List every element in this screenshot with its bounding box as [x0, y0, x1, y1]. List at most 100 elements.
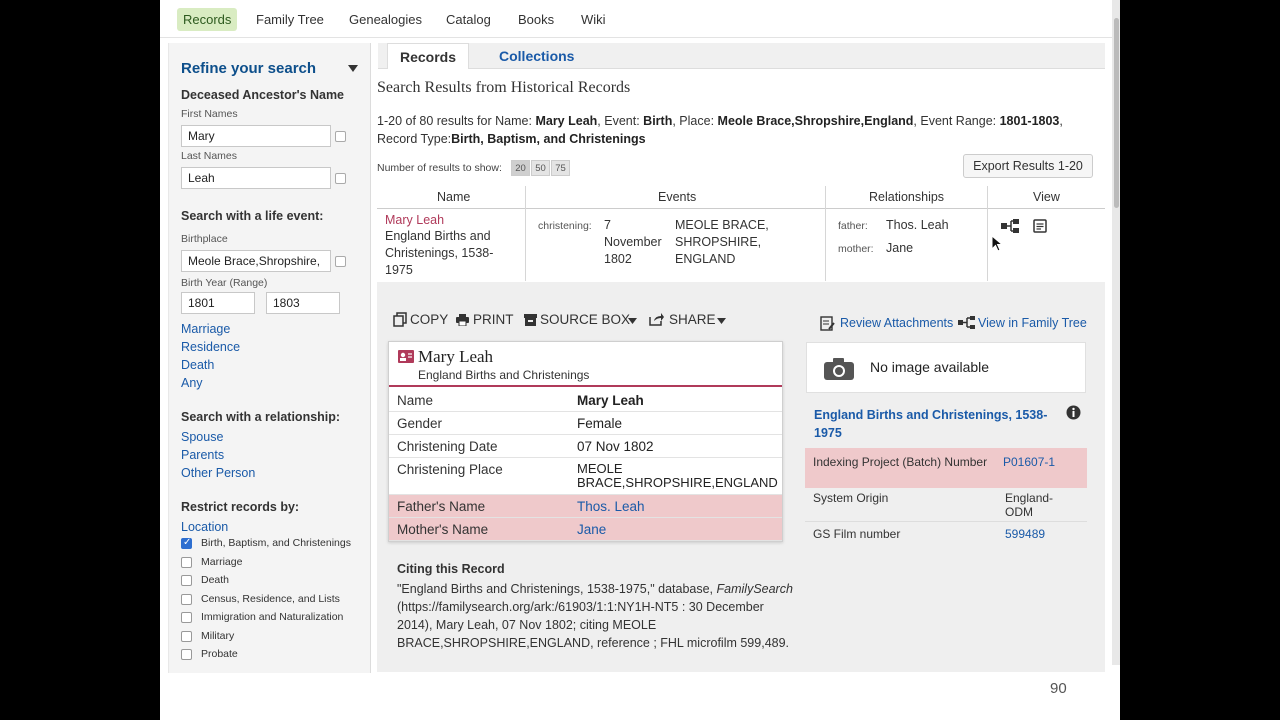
mother-name-link[interactable]: Jane: [577, 522, 607, 537]
num-results-option[interactable]: 75: [551, 160, 570, 176]
mother-name: Jane: [886, 241, 914, 255]
summary-count: 1-20 of 80 results for: [377, 114, 492, 128]
life-event-heading: Search with a life event:: [181, 209, 324, 223]
record-type-checkbox[interactable]: [181, 594, 192, 605]
copy-icon: [393, 312, 407, 327]
first-names-label: First Names: [181, 108, 238, 120]
parents-link[interactable]: Parents: [181, 448, 225, 462]
review-attachments-link[interactable]: Review Attachments: [840, 316, 954, 330]
birthplace-exact-checkbox[interactable]: [335, 256, 346, 267]
birthplace-input[interactable]: Meole Brace,Shropshire,: [181, 250, 331, 272]
last-names-input[interactable]: Leah: [181, 167, 331, 189]
side-field-key: System Origin: [813, 491, 889, 505]
results-title: Search Results from Historical Records: [377, 79, 631, 96]
spouse-link[interactable]: Spouse: [181, 430, 224, 444]
col-header-relationships: Relationships: [869, 190, 945, 204]
scrollbar-thumb[interactable]: [1114, 18, 1119, 208]
citation-part: (https://familysearch.org/ark:/61903/1:1…: [397, 600, 790, 650]
no-image-text: No image available: [870, 359, 990, 375]
marriage-link[interactable]: Marriage: [181, 322, 231, 336]
result-collection: England Births and Christenings, 1538-19…: [385, 229, 494, 277]
side-field-key: GS Film number: [813, 527, 901, 541]
source-box-button[interactable]: SOURCE BOX: [540, 312, 631, 327]
location-link[interactable]: Location: [181, 520, 229, 534]
summary-name: Mary Leah: [535, 114, 598, 128]
record-type-label: Census, Residence, and Lists: [201, 593, 340, 605]
export-results-button[interactable]: Export Results 1-20: [963, 154, 1093, 178]
info-icon[interactable]: [1066, 405, 1081, 420]
tab-collections[interactable]: Collections: [499, 48, 575, 64]
other-person-link[interactable]: Other Person: [181, 466, 256, 480]
record-type-label: Probate: [201, 648, 238, 660]
family-tree-icon: [958, 316, 975, 329]
tab-records[interactable]: Records: [387, 43, 470, 69]
residence-link[interactable]: Residence: [181, 340, 241, 354]
refine-title[interactable]: Refine your search: [181, 60, 317, 77]
field-value: MEOLE BRACE,SHROPSHIRE,ENGLAND: [577, 461, 778, 490]
record-type-checkbox[interactable]: [181, 649, 192, 660]
father-name: Thos. Leah: [886, 218, 949, 232]
record-type-checkbox[interactable]: [181, 557, 192, 568]
record-type-checkbox[interactable]: [181, 612, 192, 623]
relationship-heading: Search with a relationship:: [181, 410, 341, 424]
nav-records[interactable]: Records: [177, 8, 238, 31]
first-names-input[interactable]: Mary: [181, 125, 331, 147]
side-field-row-highlighted: Indexing Project (Batch) Number P01607-1: [805, 448, 1087, 488]
first-names-exact-checkbox[interactable]: [335, 131, 346, 142]
field-key: Father's Name: [397, 499, 486, 514]
copy-button[interactable]: COPY: [410, 312, 449, 327]
print-button[interactable]: PRINT: [473, 312, 514, 327]
batch-number-link[interactable]: P01607-1: [1003, 455, 1056, 469]
share-button[interactable]: SHARE: [669, 312, 716, 327]
record-type-checkbox[interactable]: [181, 631, 192, 642]
family-tree-icon[interactable]: [1001, 219, 1019, 233]
birth-year-to-input[interactable]: 1803: [266, 292, 340, 314]
col-header-name: Name: [437, 190, 471, 204]
num-results-option[interactable]: 20: [511, 160, 530, 176]
any-link[interactable]: Any: [181, 376, 203, 390]
record-type-label: Death: [201, 574, 230, 586]
nav-books[interactable]: Books: [518, 12, 555, 27]
summary-record-type: Birth, Baptism, and Christenings: [451, 132, 646, 146]
citing-heading: Citing this Record: [397, 562, 505, 576]
slide-page-number: 90: [1050, 680, 1067, 697]
field-value: 07 Nov 1802: [577, 439, 654, 454]
record-type-label: Immigration and Naturalization: [201, 611, 344, 623]
slide: Records Family Tree Genealogies Catalog …: [160, 0, 1120, 720]
scrollbar[interactable]: [1112, 0, 1120, 665]
col-header-view: View: [1033, 190, 1060, 204]
record-type-checkbox[interactable]: [181, 537, 192, 549]
nav-family-tree[interactable]: Family Tree: [256, 12, 324, 27]
nav-catalog[interactable]: Catalog: [446, 12, 491, 27]
result-name-link[interactable]: Mary Leah: [385, 213, 445, 227]
birth-year-from-input[interactable]: 1801: [181, 292, 255, 314]
nav-wiki[interactable]: Wiki: [581, 12, 606, 27]
view-in-family-tree-link[interactable]: View in Family Tree: [978, 316, 1087, 330]
side-field-key: Indexing Project (Batch) Number: [813, 455, 988, 469]
col-header-events: Events: [658, 190, 697, 204]
chevron-down-icon: [717, 318, 726, 324]
collection-title-link[interactable]: England Births and Christenings, 1538-19…: [814, 408, 1048, 440]
num-results-label: Number of results to show:: [377, 162, 502, 174]
collapse-triangle-icon[interactable]: [348, 65, 358, 72]
film-number-link[interactable]: 599489: [1005, 527, 1046, 541]
father-label: father:: [838, 220, 868, 232]
num-results-option[interactable]: 50: [531, 160, 550, 176]
event-date: 7 November 1802: [604, 218, 662, 266]
field-row-highlighted: Mother's Name Jane: [389, 518, 782, 541]
event-type: christening:: [538, 220, 592, 232]
mother-label: mother:: [838, 243, 874, 255]
chevron-down-icon: [628, 318, 637, 324]
father-name-link[interactable]: Thos. Leah: [577, 499, 645, 514]
death-link[interactable]: Death: [181, 358, 215, 372]
review-attachments-icon: [820, 316, 835, 331]
nav-genealogies[interactable]: Genealogies: [349, 12, 422, 27]
field-key: Gender: [397, 416, 443, 431]
deceased-heading: Deceased Ancestor's Name: [181, 88, 345, 102]
record-details-icon[interactable]: [1033, 219, 1047, 233]
record-type-checkbox[interactable]: [181, 575, 192, 586]
side-field-row: System Origin England-ODM: [805, 488, 1087, 522]
field-row: Gender Female: [389, 412, 782, 435]
column-divider: [987, 186, 988, 281]
last-names-exact-checkbox[interactable]: [335, 173, 346, 184]
